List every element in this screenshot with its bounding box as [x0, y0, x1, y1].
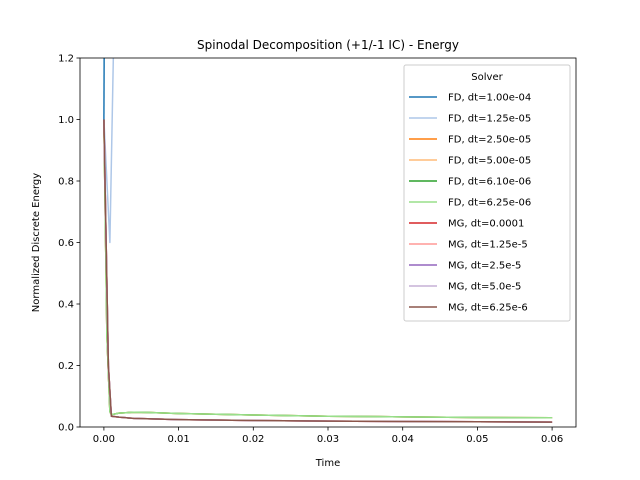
y-tick-label: 1.0	[58, 115, 74, 126]
y-tick-label: 0.6	[58, 238, 74, 249]
y-tick-label: 0.0	[58, 423, 74, 434]
legend-entry-9: MG, dt=2.5e-5	[448, 261, 521, 272]
y-tick-label: 1.2	[58, 54, 74, 65]
y-axis-title: Normalized Discrete Energy	[31, 173, 42, 312]
series-line-1	[103, 58, 105, 120]
series-line-2	[103, 58, 115, 244]
legend: Solver FD, dt=1.00e-04 FD, dt=1.25e-05 FD,…	[403, 64, 571, 322]
legend-box	[403, 64, 571, 322]
x-tick-label: 0.03	[317, 434, 339, 445]
legend-entry-11: MG, dt=6.25e-6	[448, 303, 528, 314]
legend-entry-6: FD, dt=6.25e-06	[448, 198, 531, 209]
series-layer	[103, 58, 553, 423]
x-tick-label: 0.01	[167, 434, 189, 445]
y-tick-label: 0.8	[58, 177, 74, 188]
x-tick-label: 0.05	[466, 434, 488, 445]
legend-title: Solver	[471, 72, 503, 83]
series-line-11	[103, 119, 553, 423]
chart-title: Spinodal Decomposition (+1/-1 IC) - Ener…	[197, 38, 459, 52]
legend-entry-5: FD, dt=6.10e-06	[448, 177, 531, 188]
x-tick-label: 0.06	[541, 434, 563, 445]
series-line-6	[103, 119, 553, 419]
legend-entry-7: MG, dt=0.0001	[448, 219, 524, 230]
legend-entry-10: MG, dt=5.0e-5	[448, 282, 521, 293]
x-axis: 0.00 0.01 0.02 0.03 0.04 0.05 0.06	[93, 427, 563, 445]
y-tick-label: 0.4	[58, 300, 74, 311]
legend-entry-8: MG, dt=1.25e-5	[448, 240, 528, 251]
legend-entry-3: FD, dt=2.50e-05	[448, 135, 531, 146]
legend-entry-2: FD, dt=1.25e-05	[448, 114, 531, 125]
x-tick-label: 0.04	[392, 434, 414, 445]
x-axis-title: Time	[315, 458, 340, 469]
x-tick-label: 0.00	[93, 434, 115, 445]
y-tick-label: 0.2	[58, 361, 74, 372]
legend-entry-4: FD, dt=5.00e-05	[448, 156, 531, 167]
legend-entry-1: FD, dt=1.00e-04	[448, 93, 531, 104]
y-axis: 0.0 0.2 0.4 0.6 0.8 1.0 1.2	[58, 54, 80, 434]
x-tick-label: 0.02	[242, 434, 264, 445]
